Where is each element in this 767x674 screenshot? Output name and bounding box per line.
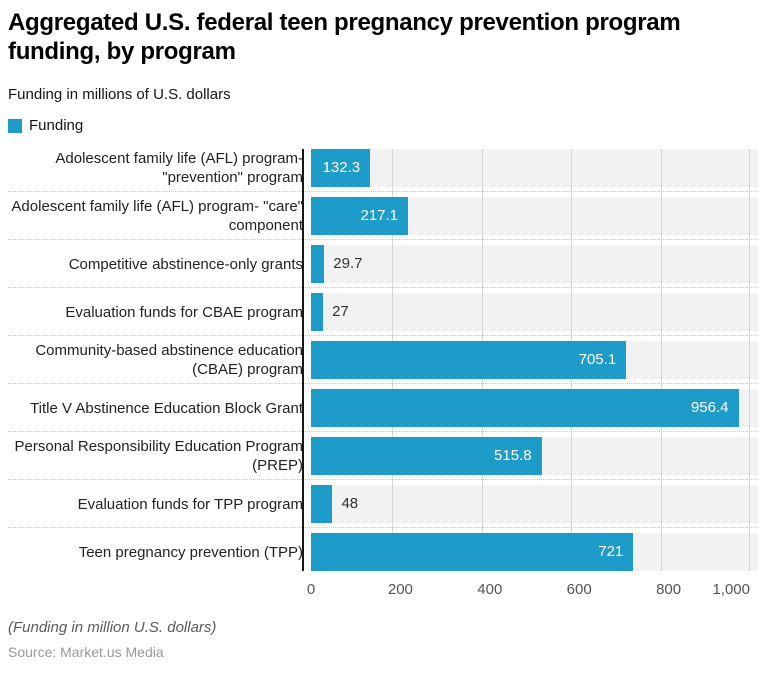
axis-tick-label: 200 [387,581,413,598]
chart-title: Aggregated U.S. federal teen pregnancy p… [8,9,681,65]
bar-row: Competitive abstinence-only grants 29.7 [8,240,758,288]
bar-row: Adolescent family life (AFL) program- "c… [8,192,758,240]
bar-track: 29.7 [311,245,758,283]
value-label: 705.1 [578,351,617,368]
category-label: Evaluation funds for TPP program [77,495,303,513]
bar-chart: Adolescent family life (AFL) program- "p… [0,144,758,576]
bar-track: 721 [311,533,758,571]
value-label: 132.3 [322,159,361,176]
funding-bar: 132.3 [311,149,371,187]
legend-label: Funding [29,117,84,134]
bar-track: 956.4 [311,389,758,427]
bar-row: Personal Responsibility Education Progra… [8,432,758,480]
bar-row: Evaluation funds for CBAE program 27 [8,288,758,336]
funding-bar [311,293,324,331]
funding-bar: 217.1 [311,197,409,235]
funding-bar [311,485,333,523]
funding-bar: 956.4 [311,389,739,427]
value-label: 515.8 [494,447,532,464]
axis-tick-label: 400 [477,581,503,598]
funding-bar: 721 [311,533,634,571]
bar-row: Title V Abstinence Education Block Grant… [8,384,758,432]
value-label: 217.1 [360,207,399,224]
category-label: Evaluation funds for CBAE program [65,303,303,321]
bar-track: 515.8 [311,437,758,475]
bar-row: Community-based abstinence education (CB… [8,336,758,384]
axis-tick-label: 800 [656,581,682,598]
value-label: 27 [332,303,349,320]
bar-track: 705.1 [311,341,758,379]
value-label: 29.7 [333,255,363,272]
legend: Funding [8,117,758,134]
chart-footnote: (Funding in million U.S. dollars) [8,619,217,636]
bar-track: 27 [311,293,758,331]
category-label: Community-based abstinence education (CB… [35,342,303,378]
bar-track: 217.1 [311,197,758,235]
funding-bar: 705.1 [311,341,627,379]
bar-track: 132.3 [311,149,758,187]
bar-rows: Adolescent family life (AFL) program- "p… [8,144,758,576]
category-label: Adolescent family life (AFL) program- "c… [11,198,303,234]
category-label: Personal Responsibility Education Progra… [14,438,303,474]
value-label: 721 [598,543,624,560]
bar-row: Evaluation funds for TPP program 48 [8,480,758,528]
chart-subtitle: Funding in millions of U.S. dollars [8,86,231,103]
bar-row: Teen pregnancy prevention (TPP) 721 [8,528,758,576]
chart-page: Aggregated U.S. federal teen pregnancy p… [0,9,758,660]
category-label: Title V Abstinence Education Block Grant [30,399,303,417]
bar-row: Adolescent family life (AFL) program- "p… [8,144,758,192]
x-axis: 0 200 400 600 800 1,000 [0,576,758,600]
bar-track: 48 [311,485,758,523]
legend-swatch-icon [8,118,22,133]
funding-bar: 515.8 [311,437,542,475]
axis-tick-label: 0 [306,581,316,598]
axis-tick-label: 1,000 [712,581,750,598]
funding-bar [311,245,325,283]
chart-source: Source: Market.us Media [8,644,164,660]
value-label: 48 [341,495,359,512]
category-label: Competitive abstinence-only grants [68,255,303,273]
y-axis-line [302,149,304,571]
axis-tick-label: 600 [566,581,592,598]
value-label: 956.4 [690,399,729,416]
category-label: Teen pregnancy prevention (TPP) [78,543,303,561]
category-label: Adolescent family life (AFL) program- "p… [55,150,303,186]
